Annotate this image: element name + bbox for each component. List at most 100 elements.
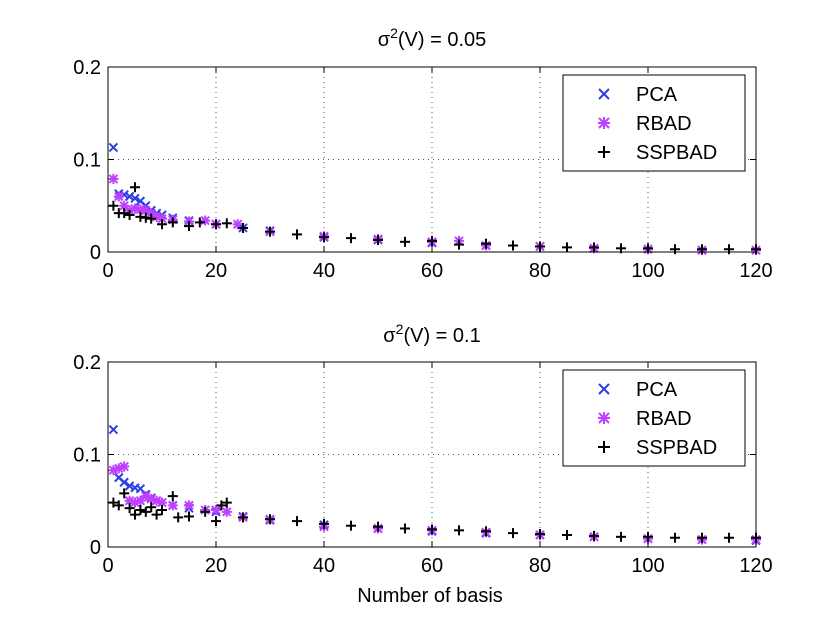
point-rbad (167, 500, 178, 511)
legend-marker-rbad (598, 117, 610, 129)
point-sspbad (373, 521, 383, 532)
point-sspbad (157, 219, 167, 230)
point-sspbad (481, 526, 491, 537)
x-tick-label: 100 (631, 260, 664, 282)
legend-label-pca: PCA (636, 379, 678, 401)
x-tick-label: 0 (102, 260, 113, 282)
y-tick-label: 0.1 (73, 445, 101, 467)
legend-marker-pca (598, 383, 610, 395)
x-tick-label: 120 (739, 260, 772, 282)
point-rbad (200, 215, 211, 226)
point-sspbad (589, 530, 599, 541)
point-sspbad (216, 500, 227, 511)
x-tick-label: 20 (205, 555, 227, 577)
point-sspbad (562, 242, 572, 253)
point-sspbad (427, 524, 437, 535)
point-rbad (108, 173, 119, 184)
x-tick-label: 100 (631, 555, 664, 577)
point-rbad (146, 208, 157, 219)
point-sspbad (724, 532, 734, 543)
point-sspbad (400, 236, 410, 247)
point-sspbad (124, 503, 135, 514)
point-sspbad (319, 232, 329, 243)
point-sspbad (562, 529, 572, 540)
point-sspbad (508, 240, 518, 251)
x-tick-label: 40 (313, 260, 335, 282)
series-sspbad (108, 488, 761, 543)
subplot-sigma-0-05: 0 20 40 60 80 100 120 0 0.1 0.2 σ2(V) = 0.05 PCA RBA… (73, 25, 773, 282)
legend-label-sspbad: SSPBAD (636, 142, 717, 164)
y-tick-label: 0 (90, 242, 101, 264)
y-tick-label: 0.2 (73, 57, 101, 79)
point-sspbad (265, 514, 275, 525)
legend: PCA RBAD SSPBAD (562, 74, 746, 172)
x-tick-label: 60 (421, 555, 443, 577)
point-sspbad (697, 244, 707, 255)
legend-marker-pca (598, 88, 610, 100)
point-sspbad (211, 219, 221, 230)
point-rbad (232, 219, 243, 230)
point-sspbad (200, 506, 211, 517)
point-sspbad (265, 226, 275, 237)
point-sspbad (184, 511, 194, 522)
point-pca (108, 142, 119, 153)
point-sspbad (373, 234, 383, 245)
x-tick-label: 0 (102, 555, 113, 577)
point-sspbad (151, 509, 162, 520)
point-sspbad (616, 531, 626, 542)
point-sspbad (130, 182, 140, 193)
point-rbad (113, 191, 124, 202)
point-sspbad (346, 233, 356, 244)
x-tick-label: 120 (739, 555, 772, 577)
point-rbad (157, 497, 167, 508)
point-pca (124, 191, 135, 202)
point-sspbad (146, 213, 157, 224)
legend-marker-sspbad (598, 441, 610, 453)
legend-marker-rbad (598, 412, 610, 424)
point-sspbad (292, 229, 302, 240)
legend-label-rbad: RBAD (636, 408, 692, 430)
point-sspbad (146, 502, 157, 513)
point-sspbad (135, 505, 146, 515)
point-pca (130, 193, 140, 204)
point-sspbad (113, 500, 124, 511)
point-sspbad (194, 217, 205, 228)
point-rbad (221, 506, 232, 517)
point-sspbad (108, 200, 119, 211)
point-sspbad (346, 520, 356, 531)
point-sspbad (238, 512, 248, 523)
legend-label-pca: PCA (636, 84, 678, 106)
y-tick-label: 0 (90, 537, 101, 559)
point-sspbad (119, 488, 130, 499)
point-sspbad (184, 221, 194, 232)
point-sspbad (319, 518, 329, 529)
point-sspbad (508, 528, 518, 539)
point-pca (108, 424, 119, 435)
point-sspbad (427, 235, 437, 246)
y-tick-label: 0.2 (73, 352, 101, 374)
point-sspbad (724, 244, 734, 255)
legend-label-sspbad: SSPBAD (636, 437, 717, 459)
point-sspbad (124, 210, 135, 220)
legend: PCA RBAD SSPBAD (562, 369, 746, 467)
point-sspbad (119, 208, 130, 219)
point-sspbad (292, 516, 302, 527)
point-sspbad (173, 512, 184, 523)
point-sspbad (481, 238, 491, 249)
x-axis-label: Number of basis (357, 585, 503, 607)
point-rbad (184, 500, 194, 511)
x-tick-label: 20 (205, 260, 227, 282)
point-rbad (119, 461, 130, 472)
chart-title: σ2(V) = 0.1 (383, 321, 480, 347)
point-pca (119, 477, 129, 487)
point-sspbad (221, 497, 232, 508)
point-sspbad (140, 506, 151, 517)
x-tick-label: 60 (421, 260, 443, 282)
point-sspbad (535, 529, 545, 540)
chart-title: σ2(V) = 0.05 (378, 25, 487, 51)
legend-box (562, 74, 746, 172)
point-rbad (211, 505, 221, 515)
point-sspbad (238, 222, 248, 233)
y-tick-label: 0.1 (73, 150, 101, 172)
point-sspbad (157, 505, 167, 515)
